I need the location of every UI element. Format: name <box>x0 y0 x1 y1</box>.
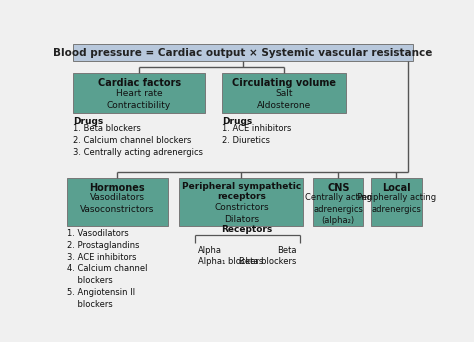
FancyBboxPatch shape <box>67 178 168 226</box>
Text: Drugs: Drugs <box>222 117 252 126</box>
Text: Drugs: Drugs <box>73 117 103 126</box>
Text: 1. Vasodilators
2. Prostaglandins
3. ACE inhibitors
4. Calcium channel
    block: 1. Vasodilators 2. Prostaglandins 3. ACE… <box>67 229 147 309</box>
Text: Peripheral sympathetic
receptors: Peripheral sympathetic receptors <box>182 182 301 201</box>
Text: Beta
Beta blockers: Beta Beta blockers <box>239 246 296 266</box>
FancyBboxPatch shape <box>179 178 303 226</box>
FancyBboxPatch shape <box>371 178 422 226</box>
Text: Local: Local <box>382 183 410 193</box>
Text: Circulating volume: Circulating volume <box>232 78 336 88</box>
Text: Hormones: Hormones <box>90 183 145 193</box>
Text: 1. ACE inhibitors
2. Diuretics: 1. ACE inhibitors 2. Diuretics <box>222 124 292 145</box>
Text: Cardiac factors: Cardiac factors <box>98 78 181 88</box>
Text: CNS: CNS <box>327 183 349 193</box>
Text: Blood pressure = Cardiac output × Systemic vascular resistance: Blood pressure = Cardiac output × System… <box>53 48 433 57</box>
Text: Salt
Aldosterone: Salt Aldosterone <box>257 89 311 109</box>
Text: Centrally acting
adrenergics
(alpha₂): Centrally acting adrenergics (alpha₂) <box>305 194 372 225</box>
Text: Alpha
Alpha₁ blockers: Alpha Alpha₁ blockers <box>198 246 263 266</box>
Text: Receptors: Receptors <box>221 225 273 234</box>
Text: Constrictors
Dilators: Constrictors Dilators <box>214 203 269 224</box>
Text: Vasodilators
Vasoconstrictors: Vasodilators Vasoconstrictors <box>80 194 155 214</box>
Text: 1. Beta blockers
2. Calcium channel blockers
3. Centrally acting adrenergics: 1. Beta blockers 2. Calcium channel bloc… <box>73 124 203 157</box>
FancyBboxPatch shape <box>73 44 413 61</box>
Text: Peripherally acting
adrenergics: Peripherally acting adrenergics <box>357 194 436 214</box>
FancyBboxPatch shape <box>313 178 363 226</box>
Text: Heart rate
Contractibility: Heart rate Contractibility <box>107 89 171 109</box>
FancyBboxPatch shape <box>73 74 205 114</box>
FancyBboxPatch shape <box>222 74 346 114</box>
